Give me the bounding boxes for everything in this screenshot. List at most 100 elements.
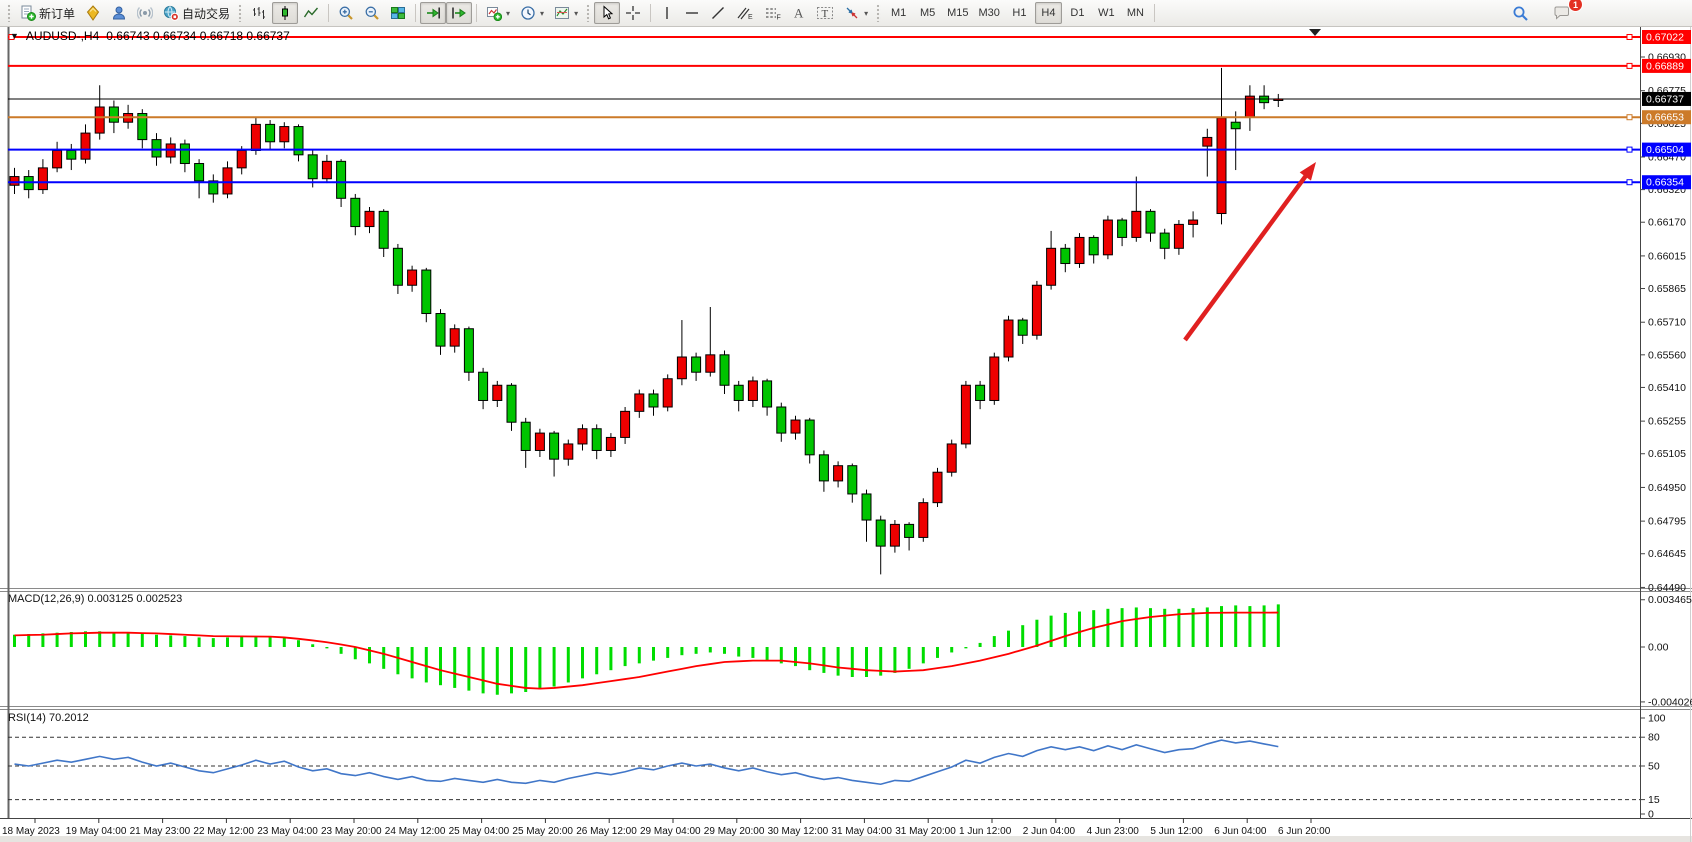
svg-text:0.00: 0.00	[1648, 642, 1669, 654]
svg-text:0.66170: 0.66170	[1648, 217, 1686, 229]
candlesticks	[9, 67, 1284, 575]
horizontal-line-button[interactable]	[679, 2, 705, 24]
zoom-in-icon	[339, 6, 353, 20]
crosshair-button[interactable]	[620, 2, 646, 24]
svg-text:80: 80	[1648, 732, 1660, 744]
chart-shift-button[interactable]	[446, 2, 473, 24]
svg-text:100: 100	[1648, 713, 1666, 725]
cursor-button[interactable]	[594, 2, 621, 24]
bar-chart-icon	[253, 7, 266, 19]
candlestick-chart-button[interactable]	[272, 2, 299, 24]
horizontal-lines[interactable]	[8, 34, 1640, 186]
arrows-button[interactable]: ▾	[839, 2, 873, 24]
svg-text:0.65105: 0.65105	[1648, 448, 1686, 460]
svg-text:6 Jun 04:00: 6 Jun 04:00	[1214, 826, 1267, 837]
toolbar-grip[interactable]	[238, 4, 244, 22]
toolbar-separator	[650, 4, 652, 22]
timeframe-toolbar: M1 M5 M15 M30 H1 H4 D1 W1 MN	[884, 2, 1150, 24]
candlestick-chart-icon	[282, 6, 289, 20]
chart-shift-icon	[452, 7, 466, 19]
zoom-in-button[interactable]	[333, 2, 359, 24]
svg-text:25 May 20:00: 25 May 20:00	[512, 826, 573, 837]
chart-canvas[interactable]: 0.669300.667750.666250.664700.663200.661…	[0, 27, 1692, 842]
zoom-out-button[interactable]	[359, 2, 385, 24]
bar-chart-button[interactable]	[246, 2, 272, 24]
community-button[interactable]	[80, 2, 106, 24]
fibonacci-icon: F	[766, 8, 781, 22]
panel-frames	[0, 27, 1692, 842]
dropdown-caret-icon: ▾	[540, 8, 545, 18]
auto-scroll-button[interactable]	[420, 2, 447, 24]
autotrade-globe-icon	[163, 5, 179, 21]
toolbar-separator	[415, 4, 417, 22]
text-button[interactable]: A	[787, 2, 811, 24]
trend-arrow[interactable]	[1183, 162, 1316, 342]
autotrade-label: 自动交易	[182, 6, 231, 21]
horizontal-line-icon	[686, 12, 699, 14]
svg-text:0.66504: 0.66504	[1646, 144, 1684, 156]
equidistant-channel-button[interactable]: E	[731, 2, 759, 24]
new-order-icon	[21, 5, 36, 21]
tile-windows-button[interactable]	[385, 2, 411, 24]
svg-text:15: 15	[1648, 794, 1660, 806]
svg-text:0.66737: 0.66737	[1646, 93, 1684, 105]
timeframe-w1-button[interactable]: W1	[1098, 7, 1115, 19]
search-button[interactable]	[1507, 2, 1534, 24]
timeframe-h4-button[interactable]: H4	[1034, 2, 1062, 24]
notifications-button[interactable]: 1	[1548, 0, 1583, 24]
timeframe-m1-button[interactable]: M1	[890, 7, 907, 19]
vertical-line-button[interactable]	[655, 2, 679, 24]
svg-text:26 May 12:00: 26 May 12:00	[576, 826, 637, 837]
timeframe-h1-button[interactable]: H1	[1012, 7, 1027, 19]
tile-windows-icon	[391, 7, 406, 19]
chart-shift-marker[interactable]	[1309, 29, 1321, 36]
zoom-out-icon	[365, 6, 379, 20]
svg-text:F: F	[777, 15, 781, 22]
text-icon: A	[794, 6, 804, 21]
fibonacci-button[interactable]: F	[759, 2, 787, 24]
svg-text:0.65410: 0.65410	[1648, 382, 1686, 394]
svg-text:T: T	[822, 8, 829, 20]
gold-seal-icon	[86, 5, 100, 21]
svg-text:50: 50	[1648, 761, 1660, 773]
arrows-icon	[846, 7, 858, 19]
chat-bubble-icon	[1554, 6, 1569, 20]
timeframe-m30-button[interactable]: M30	[978, 7, 1000, 19]
timeframe-m5-button[interactable]: M5	[919, 7, 936, 19]
signals-button[interactable]	[132, 2, 158, 24]
one-click-trading-toggle[interactable]: ▼	[10, 31, 19, 41]
svg-text:4 Jun 23:00: 4 Jun 23:00	[1087, 826, 1140, 837]
trendline-icon	[712, 7, 725, 19]
time-axis[interactable]: 18 May 2023 19 May 04:00 21 May 23:00 22 Ma…	[2, 818, 1331, 837]
price-axis[interactable]: 0.669300.667750.666250.664700.663200.661…	[1640, 30, 1692, 821]
toolbar: 新订单 自动交易	[0, 0, 1692, 27]
timeframe-m15-button[interactable]: M15	[947, 7, 969, 19]
trendline-button[interactable]	[705, 2, 731, 24]
indicators-button[interactable]: ▾	[481, 2, 515, 24]
profile-button[interactable]	[106, 2, 132, 24]
new-order-button[interactable]: 新订单	[15, 2, 80, 24]
text-label-button[interactable]: T	[811, 2, 839, 24]
svg-text:5 Jun 12:00: 5 Jun 12:00	[1150, 826, 1203, 837]
timeframe-d1-button[interactable]: D1	[1070, 7, 1085, 19]
toolbar-separator	[1153, 4, 1155, 22]
toolbar-grip[interactable]	[586, 4, 592, 22]
templates-button[interactable]: ▾	[549, 2, 583, 24]
autotrade-button[interactable]: 自动交易	[158, 2, 235, 24]
timeframe-mn-button[interactable]: MN	[1126, 7, 1144, 19]
vertical-line-icon	[666, 7, 668, 19]
channel-icon: E	[737, 7, 753, 21]
line-chart-button[interactable]	[298, 2, 324, 24]
symbol-period-label: AUDUSD-,H4	[25, 29, 100, 43]
chart-window: 0.669300.667750.666250.664700.663200.661…	[0, 27, 1692, 842]
toolbar-grip[interactable]	[7, 4, 12, 22]
dropdown-caret-icon: ▾	[506, 8, 511, 18]
crosshair-icon	[626, 6, 641, 20]
macd-indicator-label: MACD(12,26,9) 0.003125 0.002523	[8, 593, 183, 605]
periods-button[interactable]: ▾	[515, 2, 549, 24]
toolbar-grip[interactable]	[876, 4, 882, 22]
svg-text:A: A	[794, 6, 804, 21]
rsi-panel	[8, 736, 1640, 801]
text-label-icon: T	[817, 7, 834, 20]
svg-text:25 May 04:00: 25 May 04:00	[449, 826, 510, 837]
